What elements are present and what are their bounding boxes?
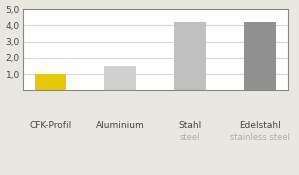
Bar	[104, 66, 136, 90]
Text: stainless steel: stainless steel	[230, 133, 290, 142]
Bar	[244, 22, 276, 90]
Text: CFK-Profil: CFK-Profil	[29, 121, 71, 130]
Text: Aluminium: Aluminium	[96, 121, 145, 130]
Bar	[174, 22, 206, 90]
Text: Stahl: Stahl	[179, 121, 202, 130]
Bar	[35, 74, 66, 90]
Text: Edelstahl: Edelstahl	[239, 121, 281, 130]
Text: steel: steel	[180, 133, 200, 142]
